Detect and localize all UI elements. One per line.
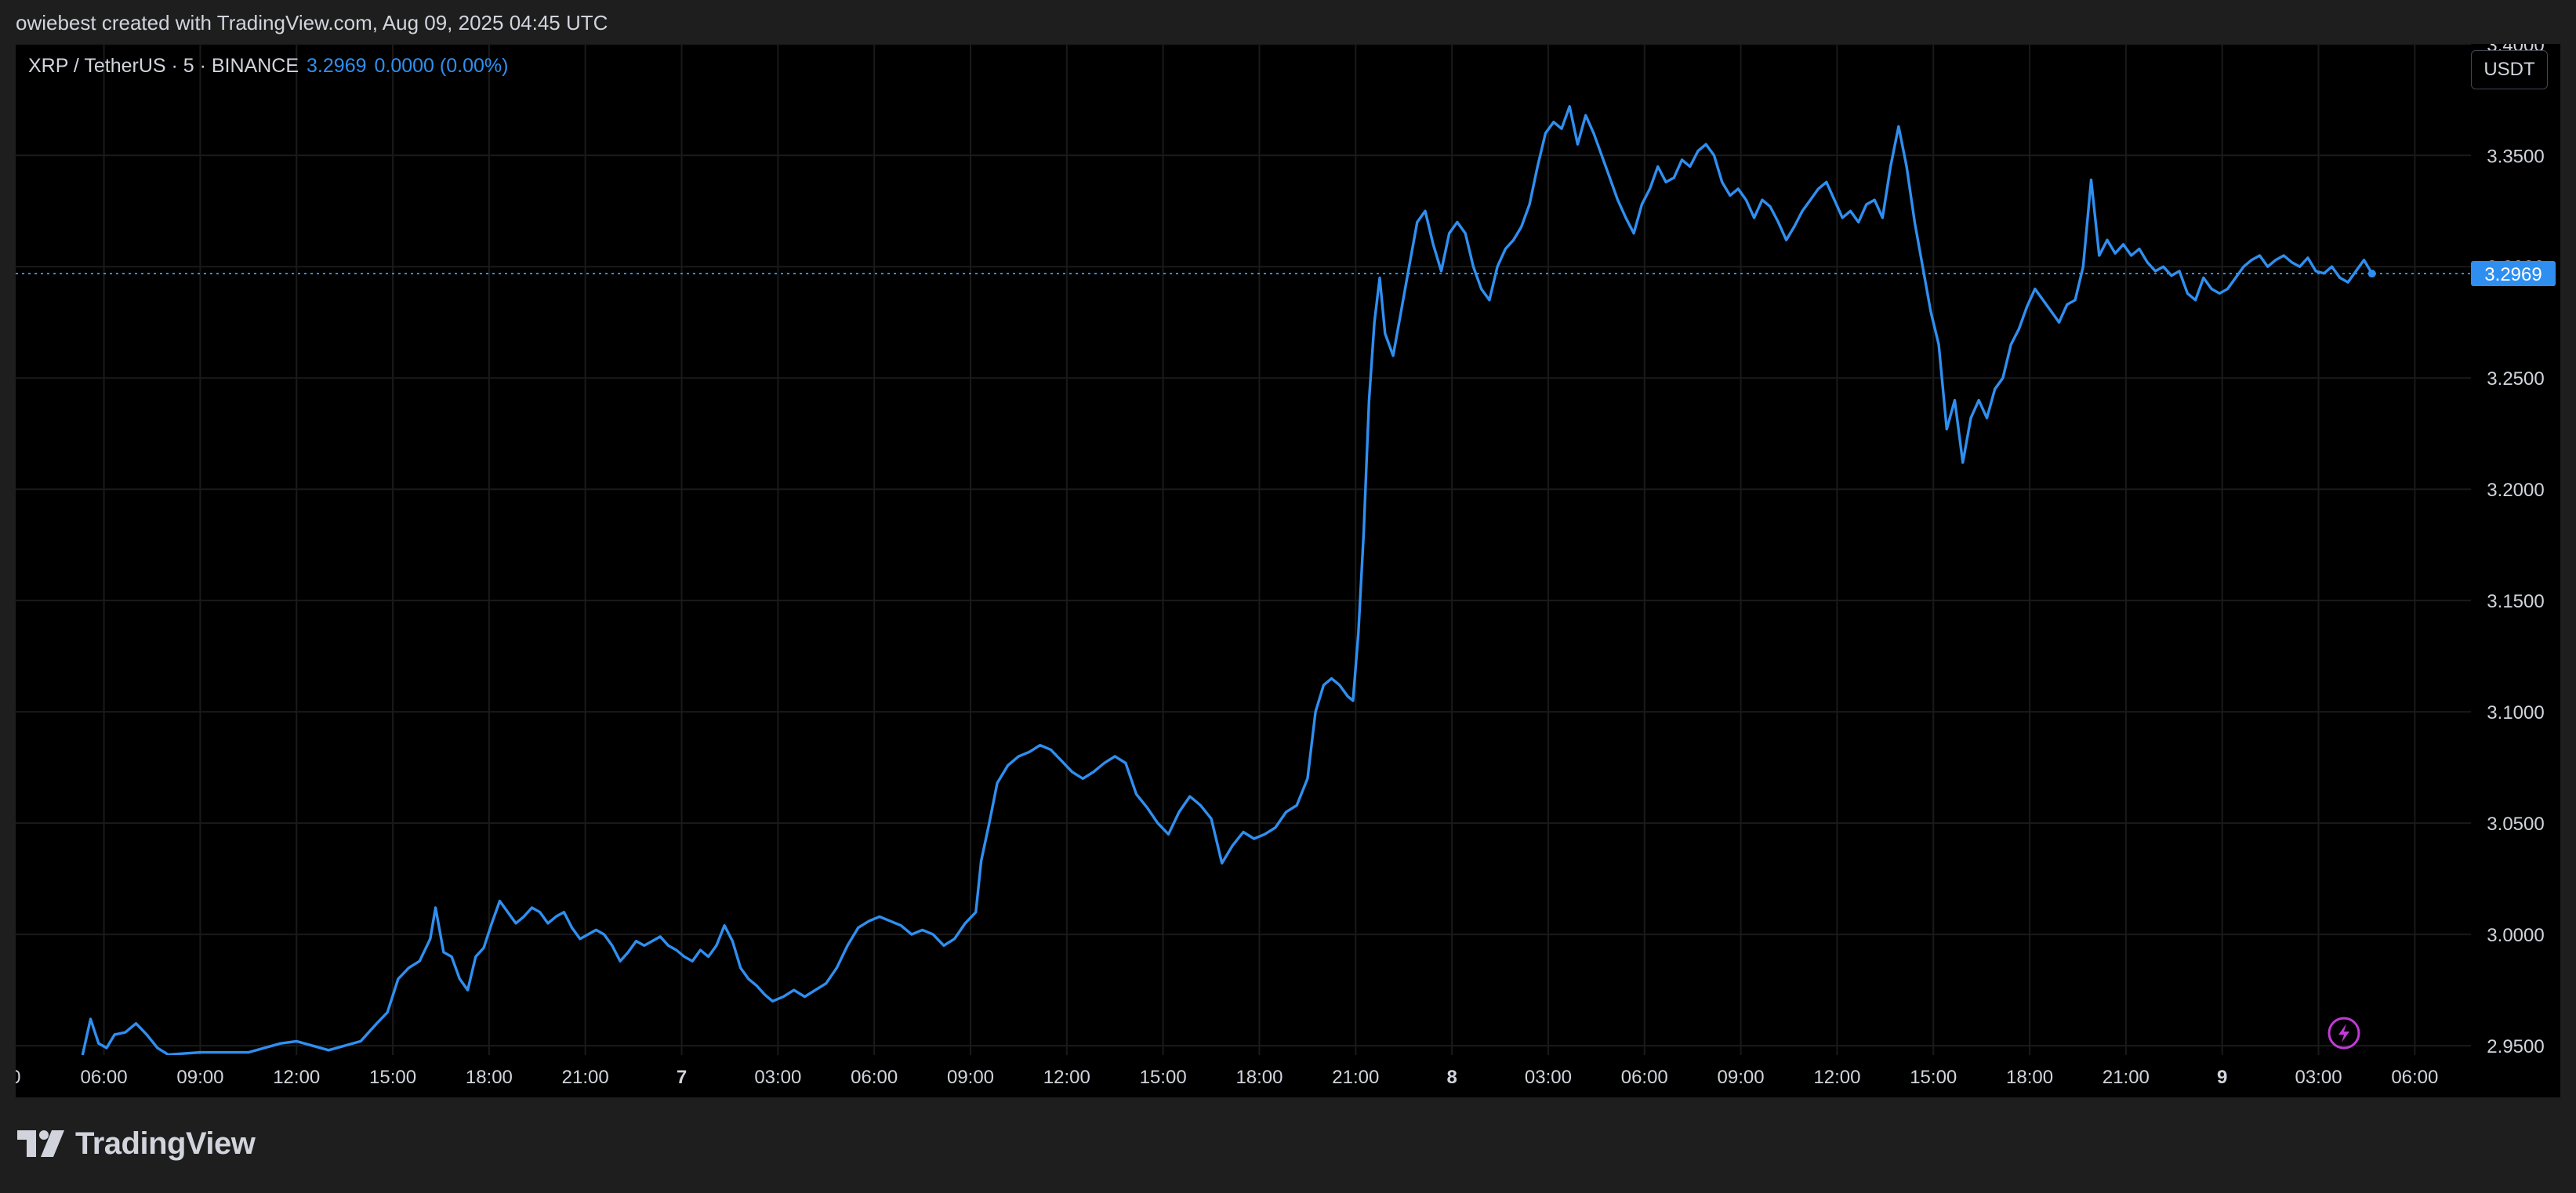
price-chart[interactable] <box>16 44 2471 1055</box>
price-tick-label: 3.3500 <box>2487 146 2544 167</box>
axis-corner <box>2471 1055 2560 1097</box>
time-tick-label: 09:00 <box>1718 1067 1765 1088</box>
chart-pane[interactable]: XRP / TetherUS · 5 · BINANCE 3.2969 0.0000… <box>16 44 2471 1055</box>
time-tick-label: 18:00 <box>1235 1067 1283 1088</box>
time-tick-label: 18:00 <box>466 1067 513 1088</box>
price-series-line <box>81 105 2374 1055</box>
price-tick-label: 3.2500 <box>2487 368 2544 390</box>
price-tick-label: 3.1500 <box>2487 591 2544 612</box>
time-tick-label: 09:00 <box>176 1067 223 1088</box>
currency-button[interactable]: USDT <box>2471 50 2548 89</box>
price-tick-label: 2.9500 <box>2487 1036 2544 1055</box>
grid <box>16 44 2471 1055</box>
time-tick-label: 15:00 <box>1910 1067 1957 1088</box>
price-tick-label: 3.2000 <box>2487 480 2544 501</box>
price-tick-label: 3.0500 <box>2487 814 2544 835</box>
lightning-icon[interactable] <box>2327 1017 2360 1050</box>
symbol-name: XRP / TetherUS · 5 · BINANCE <box>28 55 299 77</box>
tradingview-logo[interactable]: TradingView <box>17 1124 256 1163</box>
time-tick-label: 03:00 <box>754 1067 801 1088</box>
chart-attribution: owiebest created with TradingView.com, A… <box>16 11 608 34</box>
time-tick-label: 12:00 <box>273 1067 320 1088</box>
time-tick-label: 21:00 <box>562 1067 609 1088</box>
time-tick-label: 12:00 <box>1043 1067 1090 1088</box>
time-tick-label: 06:00 <box>851 1067 898 1088</box>
legend-change: 0.0000 (0.00%) <box>374 55 509 77</box>
time-tick-label: 18:00 <box>2006 1067 2053 1088</box>
brand-name: TradingView <box>75 1126 256 1161</box>
price-tick-label: 3.0000 <box>2487 925 2544 946</box>
time-tick-label: 06:00 <box>1621 1067 1668 1088</box>
last-price-dot <box>2367 270 2376 278</box>
time-tick-label: 9 <box>2217 1067 2227 1088</box>
last-price-label: 3.2969 <box>2484 264 2542 285</box>
tradingview-logo-icon <box>17 1130 64 1157</box>
time-tick-label: 03:00 <box>1525 1067 1572 1088</box>
legend-price: 3.2969 <box>307 55 367 77</box>
price-axis[interactable]: 3.40003.35003.30003.25003.20003.15003.10… <box>2471 44 2560 1055</box>
time-tick-label: 7 <box>677 1067 687 1088</box>
time-tick-label: 06:00 <box>2391 1067 2438 1088</box>
time-tick-label: 06:00 <box>81 1067 128 1088</box>
time-tick-label: 8 <box>1446 1067 1457 1088</box>
time-tick-label: 12:00 <box>1813 1067 1860 1088</box>
symbol-legend[interactable]: XRP / TetherUS · 5 · BINANCE 3.2969 0.0000… <box>28 55 508 78</box>
price-tick-label: 3.1000 <box>2487 702 2544 723</box>
time-axis[interactable]: :00 06:00 09:00 12:00 15:00 18:00 21:00 7 03:00 0… <box>16 1055 2471 1097</box>
time-tick-label: 03:00 <box>2295 1067 2342 1088</box>
last-price-badge <box>2471 261 2556 287</box>
time-tick-label: 15:00 <box>369 1067 416 1088</box>
time-tick-label: 21:00 <box>1332 1067 1379 1088</box>
time-tick-label: :00 <box>16 1067 20 1088</box>
time-tick-label: 15:00 <box>1140 1067 1187 1088</box>
time-tick-label: 09:00 <box>947 1067 994 1088</box>
time-tick-label: 21:00 <box>2103 1067 2150 1088</box>
